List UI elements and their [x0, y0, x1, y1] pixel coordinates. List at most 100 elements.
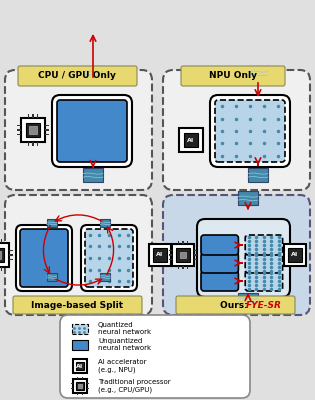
Bar: [169, 259, 172, 260]
FancyBboxPatch shape: [81, 225, 137, 291]
Bar: [9, 259, 13, 260]
Bar: [0, 248, 4, 262]
FancyBboxPatch shape: [181, 66, 285, 86]
FancyBboxPatch shape: [176, 296, 295, 314]
FancyBboxPatch shape: [13, 296, 142, 314]
FancyBboxPatch shape: [149, 244, 171, 266]
FancyBboxPatch shape: [245, 253, 283, 273]
Bar: [45, 125, 49, 126]
Bar: [194, 259, 197, 260]
Bar: [87, 383, 89, 384]
FancyBboxPatch shape: [284, 244, 306, 266]
Bar: [248, 168, 268, 182]
Bar: [76, 382, 84, 390]
FancyBboxPatch shape: [197, 219, 290, 297]
FancyBboxPatch shape: [5, 70, 152, 190]
FancyBboxPatch shape: [20, 229, 68, 287]
Text: Ours:: Ours:: [220, 300, 251, 310]
FancyBboxPatch shape: [201, 253, 238, 273]
FancyBboxPatch shape: [85, 229, 133, 287]
FancyBboxPatch shape: [5, 195, 152, 315]
FancyBboxPatch shape: [215, 100, 285, 162]
Bar: [83, 66, 103, 80]
Bar: [78, 384, 82, 388]
Bar: [47, 219, 57, 227]
FancyBboxPatch shape: [201, 271, 238, 291]
Text: AI: AI: [156, 252, 163, 258]
Text: Quantized
neural network: Quantized neural network: [98, 322, 151, 336]
Bar: [83, 168, 103, 182]
FancyBboxPatch shape: [201, 235, 238, 255]
Text: Image-based Split: Image-based Split: [31, 300, 123, 310]
Bar: [238, 293, 258, 307]
Bar: [169, 254, 172, 256]
Text: Traditional processor
(e.g., CPU/GPU): Traditional processor (e.g., CPU/GPU): [98, 379, 171, 393]
Text: FYE-SR: FYE-SR: [246, 300, 282, 310]
Text: CPU / GPU Only: CPU / GPU Only: [38, 72, 116, 80]
FancyBboxPatch shape: [72, 324, 88, 334]
Bar: [71, 388, 73, 389]
Bar: [32, 114, 34, 118]
FancyBboxPatch shape: [210, 95, 290, 167]
Bar: [238, 191, 258, 205]
FancyBboxPatch shape: [163, 70, 310, 190]
FancyBboxPatch shape: [179, 128, 203, 152]
FancyBboxPatch shape: [172, 244, 194, 266]
Bar: [29, 126, 37, 134]
Bar: [76, 362, 84, 370]
FancyBboxPatch shape: [52, 95, 132, 167]
FancyBboxPatch shape: [57, 100, 127, 162]
Bar: [176, 248, 190, 262]
Bar: [100, 219, 110, 227]
FancyBboxPatch shape: [163, 195, 310, 315]
Bar: [28, 114, 29, 118]
Bar: [17, 134, 21, 135]
FancyBboxPatch shape: [73, 359, 87, 373]
Bar: [45, 134, 49, 135]
Bar: [100, 273, 110, 281]
Text: AI accelerator
(e.g., NPU): AI accelerator (e.g., NPU): [98, 359, 146, 373]
Bar: [28, 142, 29, 146]
Bar: [194, 250, 197, 251]
FancyBboxPatch shape: [16, 225, 72, 291]
Text: AI: AI: [76, 364, 83, 368]
Bar: [37, 114, 38, 118]
Bar: [182, 266, 184, 269]
FancyBboxPatch shape: [0, 243, 9, 267]
Bar: [184, 133, 198, 147]
Bar: [248, 66, 268, 80]
Bar: [9, 254, 13, 256]
Bar: [47, 273, 57, 281]
Bar: [26, 123, 40, 137]
Bar: [9, 250, 13, 251]
Bar: [169, 250, 172, 251]
Bar: [32, 142, 34, 146]
Bar: [37, 142, 38, 146]
Bar: [0, 252, 1, 258]
Text: AI: AI: [291, 252, 299, 258]
FancyBboxPatch shape: [21, 118, 45, 142]
Bar: [153, 248, 167, 262]
Bar: [289, 248, 301, 262]
Bar: [182, 241, 184, 244]
Bar: [180, 252, 186, 258]
FancyBboxPatch shape: [60, 315, 250, 398]
Bar: [17, 125, 21, 126]
Bar: [71, 383, 73, 384]
Bar: [187, 241, 188, 244]
Text: NPU Only: NPU Only: [209, 72, 257, 80]
FancyBboxPatch shape: [245, 235, 283, 255]
Bar: [178, 241, 179, 244]
FancyBboxPatch shape: [73, 379, 87, 393]
Text: Unquantized
neural network: Unquantized neural network: [98, 338, 151, 352]
Bar: [1, 239, 3, 243]
FancyBboxPatch shape: [245, 271, 283, 291]
Bar: [194, 254, 197, 256]
FancyBboxPatch shape: [18, 66, 137, 86]
Bar: [178, 266, 179, 269]
Bar: [1, 267, 3, 270]
Bar: [87, 388, 89, 389]
Bar: [187, 266, 188, 269]
Text: AI: AI: [187, 138, 195, 142]
FancyBboxPatch shape: [72, 340, 88, 350]
